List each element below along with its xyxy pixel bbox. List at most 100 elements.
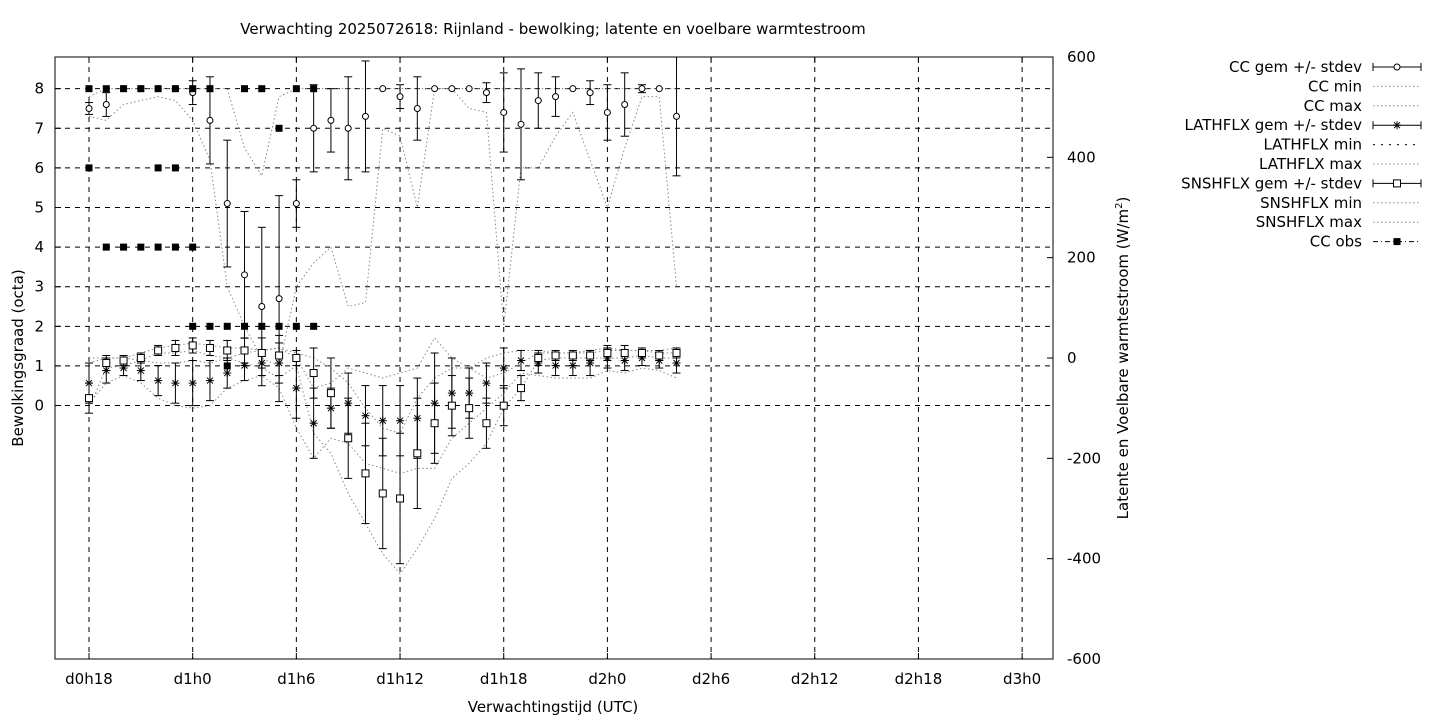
lathflx-mean-point: [188, 379, 197, 388]
snshflx-mean-point: [205, 343, 214, 352]
x-tick-label: d2h6: [692, 670, 730, 688]
snshflx-mean-point: [620, 348, 629, 357]
cc-mean-point: [206, 116, 214, 124]
snshflx-mean-point: [447, 401, 456, 410]
snshflx-mean-point: [396, 494, 405, 503]
legend-label: CC max: [1304, 97, 1363, 115]
cc-obs-point: [292, 322, 300, 330]
cc-mean-point: [621, 101, 629, 109]
cc-obs-point: [275, 124, 283, 132]
lathflx-mean-point: [482, 379, 491, 388]
x-tick-label: d3h0: [1003, 670, 1041, 688]
lathflx-mean-point: [551, 361, 560, 370]
lathflx-mean-point: [378, 416, 387, 425]
lathflx-mean-point: [136, 366, 145, 375]
snshflx-mean-point: [603, 348, 612, 357]
snshflx-mean-point: [655, 351, 664, 360]
cc-mean-point: [534, 97, 542, 105]
cc-mean-point: [465, 85, 473, 93]
lathflx-mean-point: [154, 376, 163, 385]
snshflx-mean-point: [344, 434, 353, 443]
lathflx-mean-point: [430, 399, 439, 408]
snshflx-mean-point: [517, 384, 525, 393]
lathflx-mean-point: [102, 366, 111, 375]
cc-obs-point: [171, 243, 179, 251]
cc-obs-point: [275, 322, 283, 330]
y-tick-label: 5: [34, 199, 44, 217]
lathflx-mean-point: [326, 404, 335, 413]
snshflx-mean-point: [223, 346, 232, 355]
cc-obs-point: [102, 85, 110, 93]
cc-mean-point: [310, 124, 318, 132]
lathflx-mean-point: [586, 359, 595, 368]
y-tick-label: 0: [34, 397, 44, 415]
cc-mean-point: [569, 85, 577, 93]
cc-obs-point: [258, 322, 266, 330]
snshflx-mean-point: [188, 341, 197, 350]
cc-obs-point: [241, 85, 249, 93]
cc-mean-point: [258, 303, 266, 311]
cc-obs-point: [137, 243, 145, 251]
cc-obs-point: [206, 322, 214, 330]
cc-obs-point: [85, 164, 93, 172]
snshflx-mean-point: [534, 354, 543, 362]
cc-obs-point: [154, 85, 162, 93]
cc-mean-point: [482, 89, 490, 97]
snshflx-mean-point: [119, 356, 128, 365]
cc-obs-point: [120, 243, 128, 251]
cc-mean-point: [379, 85, 387, 93]
snshflx-mean-point: [413, 449, 422, 458]
y2-tick-label: 600: [1067, 48, 1096, 66]
y-tick-label: 6: [34, 159, 44, 177]
cc-mean-point: [85, 104, 93, 112]
snshflx-mean-point: [136, 354, 145, 362]
snshflx-mean-point: [568, 351, 577, 360]
cc-obs-point: [85, 85, 93, 93]
snshflx-mean-point: [292, 354, 301, 362]
snshflx-mean-point: [102, 359, 111, 368]
snshflx-mean-point: [586, 351, 595, 360]
cc-mean-point: [327, 116, 335, 124]
legend-swatch-marker: [1393, 121, 1401, 130]
x-tick-label: d1h12: [376, 670, 424, 688]
snshflx-mean-point: [672, 348, 681, 357]
cc-obs-point: [154, 243, 162, 251]
y-tick-label: 1: [34, 357, 44, 375]
grid-lines: [55, 57, 1053, 659]
x-tick-label: d2h18: [895, 670, 943, 688]
cc-mean-point: [586, 89, 594, 97]
cc-mean-point: [413, 104, 421, 112]
cc-mean-point: [223, 200, 231, 208]
x-axis-label: Verwachtingstijd (UTC): [468, 698, 639, 716]
chart-title: Verwachting 2025072618: Rijnland - bewol…: [240, 20, 865, 38]
cc-min-line: [88, 88, 678, 367]
cc-obs-point: [189, 85, 197, 93]
lathflx-mean-point: [240, 361, 249, 370]
lathflx-mean-point: [223, 369, 232, 378]
lathflx-mean-point: [344, 399, 353, 408]
lathflx-mean-point: [257, 359, 266, 368]
lathflx-mean-point: [465, 389, 474, 398]
cc-obs-point: [189, 243, 197, 251]
cc-mean-point: [396, 93, 404, 101]
snshflx-mean-point: [637, 348, 646, 357]
cc-mean-point: [673, 112, 681, 120]
cc-obs-point: [137, 85, 145, 93]
y2-axis-label-exp: 2: [1114, 203, 1125, 209]
x-tick-label: d0h18: [65, 670, 113, 688]
x-tick-label: d2h12: [791, 670, 839, 688]
y2-tick-label: -400: [1067, 550, 1101, 568]
lathflx-mean-point: [171, 379, 180, 388]
cc-mean-point: [552, 93, 560, 101]
lathflx-mean-point: [447, 389, 456, 398]
snshflx-mean-point: [378, 489, 387, 498]
y-tick-label: 4: [34, 238, 44, 256]
cc-obs-point: [223, 322, 231, 330]
y2-tick-label: 200: [1067, 249, 1096, 267]
legend-label: LATHFLX min: [1263, 136, 1362, 154]
cc-mean-point: [102, 101, 110, 109]
x-tick-label: d1h0: [174, 670, 212, 688]
cc-mean-point: [275, 295, 283, 303]
y2-tick-label: 0: [1067, 349, 1077, 367]
